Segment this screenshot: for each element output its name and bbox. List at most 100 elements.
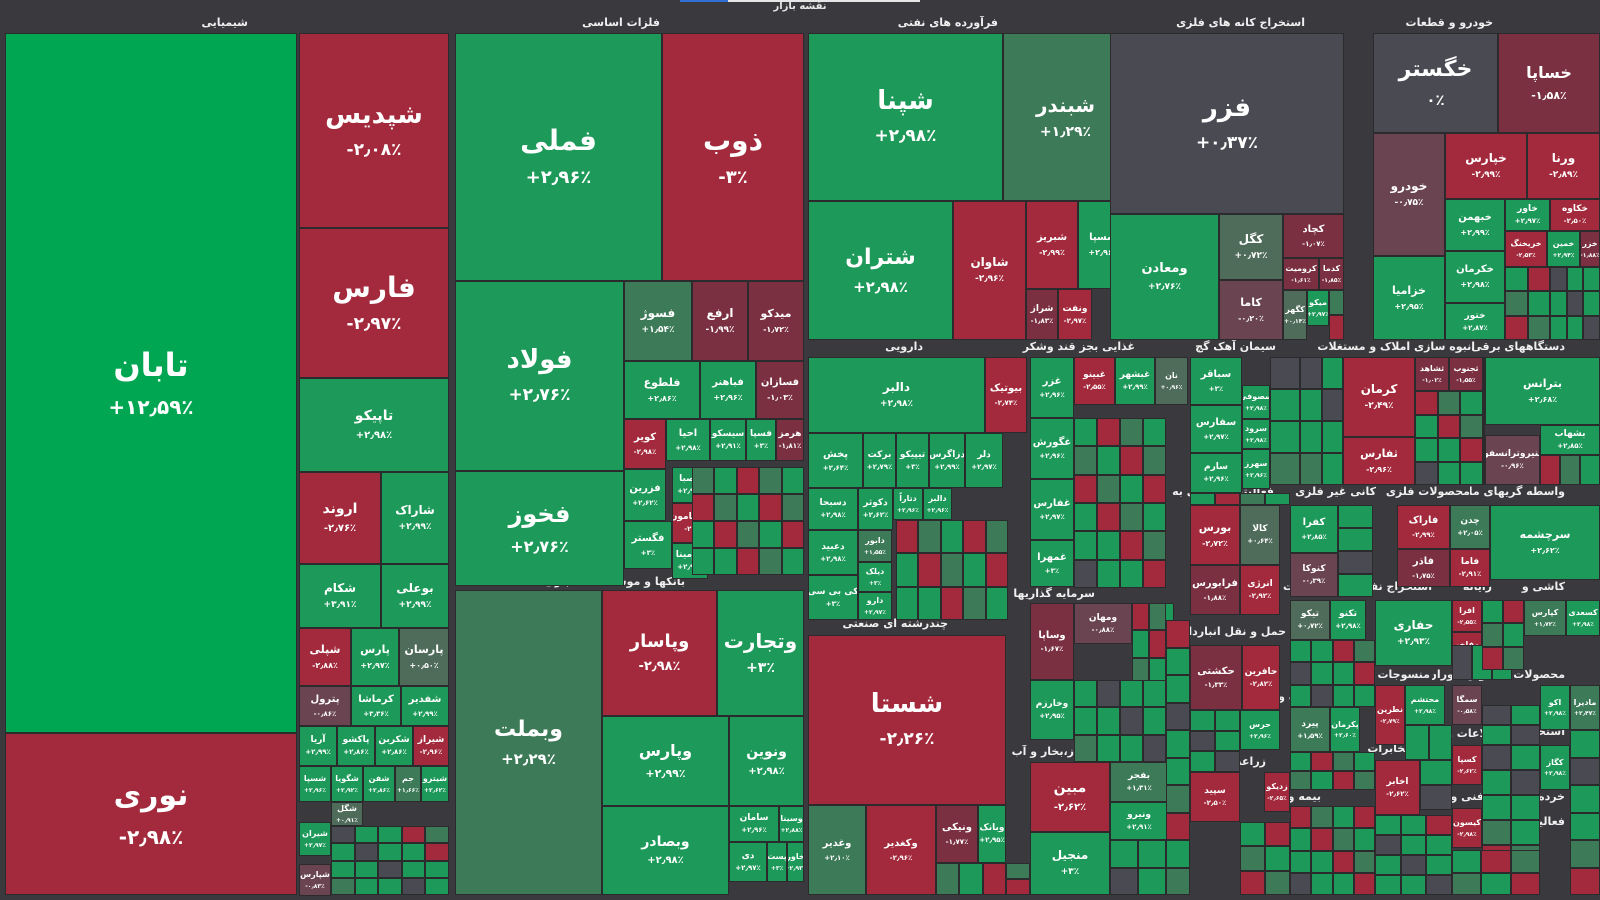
- treemap-cell[interactable]: [401, 860, 426, 878]
- treemap-cell[interactable]: [1143, 531, 1166, 560]
- treemap-cell[interactable]: [1097, 559, 1120, 588]
- treemap-cell[interactable]: [1415, 391, 1438, 415]
- treemap-tile[interactable]: تاپیکو +۲٫۹۸٪: [299, 378, 449, 472]
- treemap-tile[interactable]: دتاراً +۲٫۹۶٪: [893, 488, 923, 520]
- treemap-tile[interactable]: میدکو -۱٫۷۲٪: [748, 281, 804, 361]
- treemap-tile[interactable]: شکربن +۲٫۸۶٪: [375, 726, 413, 766]
- treemap-cell[interactable]: [1290, 850, 1312, 873]
- treemap-cell[interactable]: [354, 826, 379, 844]
- treemap-cell[interactable]: [401, 877, 426, 895]
- treemap-cell[interactable]: [1583, 315, 1600, 340]
- treemap-cell[interactable]: [1511, 820, 1540, 845]
- treemap-cell[interactable]: [1570, 840, 1600, 868]
- treemap-tile[interactable]: خزر -۱٫۸۸٪: [1580, 231, 1600, 267]
- treemap-tile[interactable]: کی بی سی +۳٪: [808, 575, 858, 620]
- treemap-cell[interactable]: [1540, 455, 1560, 485]
- treemap-cell[interactable]: [1290, 806, 1312, 829]
- treemap-cell[interactable]: [736, 521, 760, 548]
- treemap-cell[interactable]: [1566, 267, 1584, 292]
- treemap-cell[interactable]: [1505, 291, 1528, 316]
- treemap-cell[interactable]: [1437, 391, 1461, 415]
- treemap-cell[interactable]: [1405, 725, 1429, 760]
- treemap-tile[interactable]: دابور +۱٫۵۵٪: [858, 530, 892, 562]
- treemap-cell[interactable]: [1166, 757, 1190, 785]
- treemap-tile[interactable]: کویر -۲٫۹۸٪: [624, 419, 666, 469]
- treemap-tile[interactable]: کسپا -۲٫۶۲٪: [1452, 745, 1482, 785]
- treemap-cell[interactable]: [1482, 745, 1511, 770]
- treemap-tile[interactable]: ثفارس -۲٫۹۶٪: [1343, 437, 1415, 485]
- treemap-cell[interactable]: [918, 520, 941, 554]
- treemap-cell[interactable]: [985, 520, 1008, 554]
- treemap-cell[interactable]: [1097, 503, 1120, 532]
- treemap-cell[interactable]: [1321, 421, 1343, 453]
- treemap-cell[interactable]: [1566, 315, 1584, 340]
- treemap-tile[interactable]: ثجنوب -۱٫۵۵٪: [1449, 357, 1483, 391]
- treemap-tile[interactable]: فارس -۲٫۹۷٪: [299, 228, 449, 378]
- treemap-cell[interactable]: [1190, 751, 1215, 772]
- treemap-cell[interactable]: [1511, 705, 1540, 725]
- treemap-cell[interactable]: [1452, 850, 1482, 873]
- treemap-cell[interactable]: [1143, 734, 1166, 762]
- treemap-cell[interactable]: [1353, 771, 1375, 790]
- treemap-cell[interactable]: [1143, 559, 1166, 588]
- treemap-cell[interactable]: [378, 860, 402, 878]
- treemap-tile[interactable]: ارفع -۱٫۹۹٪: [692, 281, 748, 361]
- treemap-cell[interactable]: [1570, 867, 1600, 895]
- treemap-cell[interactable]: [1570, 730, 1600, 758]
- treemap-cell[interactable]: [1097, 474, 1120, 503]
- treemap-cell[interactable]: [1583, 267, 1600, 292]
- treemap-cell[interactable]: [1420, 785, 1452, 810]
- treemap-tile[interactable]: شگل +۰٫۹۱٪: [331, 802, 363, 826]
- treemap-tile[interactable]: غمهرا +۳٪: [1030, 540, 1074, 587]
- treemap-tile[interactable]: اروند -۲٫۷۶٪: [299, 472, 381, 564]
- treemap-tile[interactable]: ونفت -۲٫۹۷٪: [1058, 289, 1092, 340]
- treemap-cell[interactable]: [1332, 662, 1354, 685]
- treemap-cell[interactable]: [1300, 357, 1322, 389]
- treemap-tile[interactable]: دلر +۲٫۹۷٪: [965, 433, 1003, 488]
- treemap-cell[interactable]: [1132, 603, 1149, 631]
- treemap-tile[interactable]: ونیرو +۲٫۹۱٪: [1110, 802, 1168, 840]
- treemap-tile[interactable]: هرمز -۱٫۸۱٪: [776, 419, 804, 461]
- treemap-cell[interactable]: [781, 494, 804, 521]
- treemap-cell[interactable]: [1375, 815, 1401, 835]
- treemap-cell[interactable]: [896, 520, 919, 554]
- treemap-cell[interactable]: [1311, 872, 1333, 895]
- treemap-tile[interactable]: دکوثر +۲٫۶۲٪: [858, 488, 893, 530]
- treemap-cell[interactable]: [1120, 418, 1143, 447]
- treemap-cell[interactable]: [1265, 846, 1290, 871]
- treemap-cell[interactable]: [959, 863, 983, 895]
- treemap-cell[interactable]: [1511, 745, 1540, 770]
- treemap-tile[interactable]: خاور +۲٫۹۷٪: [1505, 199, 1550, 231]
- treemap-cell[interactable]: [1215, 710, 1240, 731]
- treemap-cell[interactable]: [1560, 455, 1580, 485]
- treemap-tile[interactable]: ذوب -۳٪: [662, 33, 804, 281]
- treemap-cell[interactable]: [1353, 640, 1375, 663]
- treemap-tile[interactable]: فملی +۲٫۹۶٪: [455, 33, 662, 281]
- treemap-cell[interactable]: [759, 548, 782, 575]
- treemap-cell[interactable]: [1190, 710, 1215, 731]
- treemap-cell[interactable]: [714, 467, 737, 494]
- treemap-cell[interactable]: [1415, 438, 1438, 462]
- treemap-tile[interactable]: میکو +۲٫۹۷٪: [1307, 290, 1329, 326]
- treemap-cell[interactable]: [354, 843, 379, 861]
- treemap-cell[interactable]: [1420, 760, 1452, 785]
- treemap-cell[interactable]: [1215, 493, 1240, 505]
- treemap-tile[interactable]: خگستر ۰٪: [1373, 33, 1498, 133]
- treemap-cell[interactable]: [1426, 855, 1452, 875]
- treemap-cell[interactable]: [1290, 872, 1312, 895]
- treemap-cell[interactable]: [425, 826, 449, 844]
- treemap-tile[interactable]: وبصادر +۲٫۹۸٪: [602, 806, 729, 895]
- treemap-cell[interactable]: [759, 467, 782, 494]
- treemap-cell[interactable]: [1166, 647, 1190, 675]
- treemap-cell[interactable]: [736, 494, 760, 521]
- treemap-tile[interactable]: غفارس +۲٫۹۷٪: [1030, 479, 1074, 540]
- treemap-cell[interactable]: [963, 586, 986, 620]
- treemap-cell[interactable]: [918, 553, 941, 587]
- treemap-cell[interactable]: [1353, 752, 1375, 771]
- treemap-tile[interactable]: خکرمان +۲٫۹۸٪: [1445, 251, 1505, 303]
- treemap-tile[interactable]: غزر +۲٫۹۶٪: [1030, 357, 1074, 418]
- treemap-tile[interactable]: شسپا +۲٫۹۶٪: [299, 766, 331, 802]
- treemap-cell[interactable]: [425, 860, 449, 878]
- treemap-cell[interactable]: [1074, 531, 1097, 560]
- treemap-cell[interactable]: [1503, 646, 1524, 670]
